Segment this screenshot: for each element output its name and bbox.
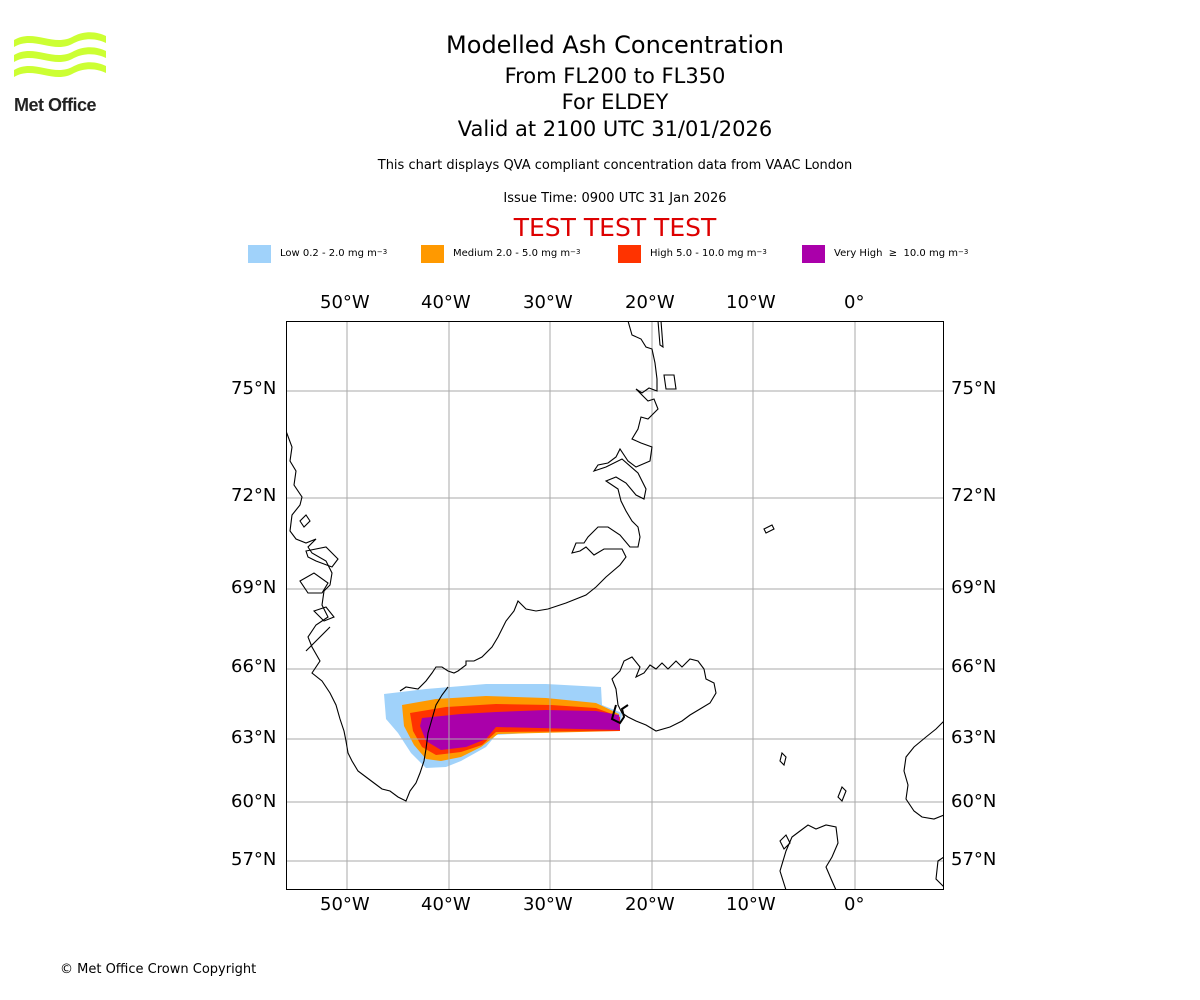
legend-exponent: −3: [756, 247, 767, 256]
coast-west-greenland: [286, 430, 449, 802]
coast-norway: [903, 720, 944, 820]
lat-tick-left: 75°N: [231, 378, 277, 399]
legend-exponent: −3: [957, 247, 969, 256]
lat-tick-left: 72°N: [231, 485, 277, 506]
legend-item-high: High 5.0 - 10.0 mg m −3: [618, 244, 767, 263]
lon-tick-bottom: 10°W: [726, 894, 776, 915]
lat-tick-right: 57°N: [951, 849, 997, 870]
legend-label: Very High ≥ 10.0 mg m: [834, 248, 958, 259]
lon-tick-top: 20°W: [625, 292, 675, 313]
lon-tick-top: 10°W: [726, 292, 776, 313]
lat-tick-left: 63°N: [231, 727, 277, 748]
coast-east-greenland: [399, 321, 659, 692]
lon-tick-top: 40°W: [421, 292, 471, 313]
ash-very-high-region: [420, 710, 620, 750]
legend-swatch-medium: [421, 244, 444, 263]
chart-title: Modelled Ash Concentration: [446, 31, 784, 59]
flight-levels: From FL200 to FL350: [504, 64, 726, 88]
lon-tick-bottom: 40°W: [421, 894, 471, 915]
legend-item-medium: Medium 2.0 - 5.0 mg m −3: [421, 244, 580, 263]
lat-tick-left: 57°N: [231, 849, 277, 870]
lat-tick-right: 69°N: [951, 577, 997, 598]
lon-tick-bottom: 0°: [844, 894, 865, 915]
legend-swatch-high: [618, 244, 641, 263]
legend-swatch-low: [248, 244, 271, 263]
ash-concentration-map[interactable]: [286, 321, 944, 890]
volcano-name: For ELDEY: [561, 90, 669, 114]
issue-time: Issue Time: 0900 UTC 31 Jan 2026: [503, 191, 727, 206]
valid-time: Valid at 2100 UTC 31/01/2026: [457, 117, 773, 141]
graticule: [286, 321, 944, 890]
test-banner: TEST TEST TEST: [513, 213, 717, 242]
legend-exponent: −3: [570, 247, 581, 256]
lat-tick-left: 66°N: [231, 656, 277, 677]
lat-tick-left: 60°N: [231, 791, 277, 812]
coastlines: [286, 321, 944, 890]
logo-text: Met Office: [14, 95, 97, 115]
logo-waves-icon: [14, 32, 106, 77]
lon-tick-top: 0°: [844, 292, 865, 313]
lon-tick-bottom: 50°W: [320, 894, 370, 915]
lat-tick-right: 60°N: [951, 791, 997, 812]
legend-item-very-high: Very High ≥ 10.0 mg m −3: [802, 244, 968, 263]
legend-item-low: Low 0.2 - 2.0 mg m −3: [248, 244, 387, 263]
legend-label: Low 0.2 - 2.0 mg m: [280, 248, 377, 259]
lon-tick-bottom: 30°W: [523, 894, 573, 915]
lat-tick-right: 75°N: [951, 378, 997, 399]
map-frame: [286, 321, 944, 890]
coast-iceland: [611, 656, 717, 732]
chart-description: This chart displays QVA compliant concen…: [377, 158, 853, 173]
legend-swatch-very-high: [802, 244, 825, 263]
legend-exponent: −3: [376, 247, 388, 256]
legend-label: Medium 2.0 - 5.0 mg m: [453, 248, 571, 259]
lon-tick-top: 30°W: [523, 292, 573, 313]
lon-tick-top: 50°W: [320, 292, 370, 313]
coast-scotland: [779, 824, 839, 890]
legend-label: High 5.0 - 10.0 mg m: [650, 248, 757, 259]
lat-tick-right: 63°N: [951, 727, 997, 748]
lon-tick-bottom: 20°W: [625, 894, 675, 915]
lat-tick-right: 72°N: [951, 485, 997, 506]
ash-plume: [384, 684, 622, 768]
lat-tick-left: 69°N: [231, 577, 277, 598]
met-office-logo: Met Office: [14, 30, 109, 115]
copyright-notice: © Met Office Crown Copyright: [60, 962, 257, 977]
lat-tick-right: 66°N: [951, 656, 997, 677]
